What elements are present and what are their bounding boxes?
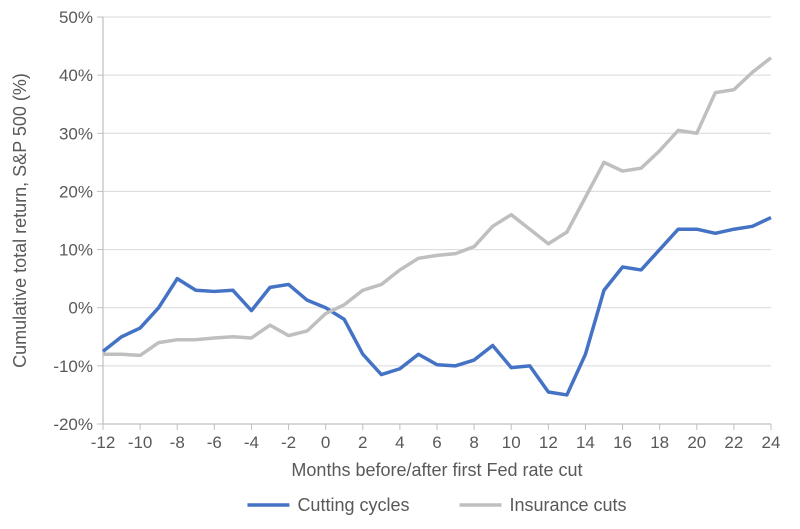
y-tick-label: 0% bbox=[68, 299, 93, 318]
x-tick-label: 22 bbox=[724, 433, 743, 452]
x-tick-label: -4 bbox=[244, 433, 259, 452]
x-tick-label: 8 bbox=[469, 433, 478, 452]
x-tick-label: -12 bbox=[91, 433, 116, 452]
x-tick-label: 4 bbox=[395, 433, 404, 452]
legend-label: Cutting cycles bbox=[297, 495, 409, 515]
x-tick-label: 24 bbox=[762, 433, 781, 452]
y-tick-label: 30% bbox=[59, 124, 93, 143]
x-tick-label: 0 bbox=[321, 433, 330, 452]
y-tick-label: -10% bbox=[53, 357, 93, 376]
line-chart: -20% -10% 0% 10% 20% 30% 40% 50% -12 -10 -8 -6 -4 -2 0… bbox=[0, 0, 800, 529]
y-tick-label: 40% bbox=[59, 66, 93, 85]
x-tick-label: 14 bbox=[576, 433, 595, 452]
chart-container: -20% -10% 0% 10% 20% 30% 40% 50% -12 -10 -8 -6 -4 -2 0… bbox=[0, 0, 800, 529]
legend-label: Insurance cuts bbox=[509, 495, 626, 515]
x-tick-label: 18 bbox=[650, 433, 669, 452]
y-tick-label: 10% bbox=[59, 241, 93, 260]
x-tick-label: 16 bbox=[613, 433, 632, 452]
x-tick-label: 12 bbox=[539, 433, 558, 452]
y-tick-label: 20% bbox=[59, 182, 93, 201]
x-tick-label: -8 bbox=[170, 433, 185, 452]
series-cutting-cycles bbox=[103, 218, 771, 395]
x-tick-label: 2 bbox=[358, 433, 367, 452]
y-axis-label: Cumulative total return, S&P 500 (%) bbox=[10, 73, 30, 368]
x-tick-label: -6 bbox=[207, 433, 222, 452]
x-tick-label: -2 bbox=[281, 433, 296, 452]
x-tick-label: 10 bbox=[502, 433, 521, 452]
x-axis-label: Months before/after first Fed rate cut bbox=[291, 460, 582, 480]
series-insurance-cuts bbox=[103, 58, 771, 356]
x-tick-label: 6 bbox=[432, 433, 441, 452]
legend: Cutting cycles Insurance cuts bbox=[247, 495, 626, 515]
x-tick-label: -10 bbox=[128, 433, 153, 452]
y-tick-label: 50% bbox=[59, 8, 93, 27]
x-tick-label: 20 bbox=[687, 433, 706, 452]
y-tick-label: -20% bbox=[53, 415, 93, 434]
